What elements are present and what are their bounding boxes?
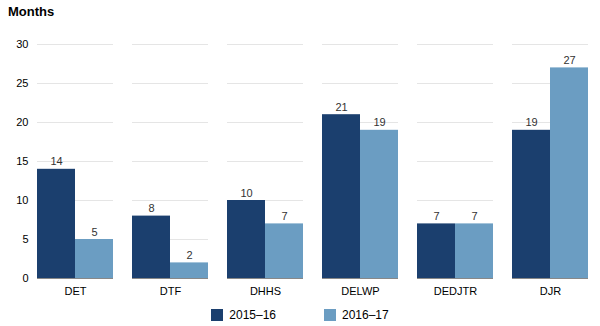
- svg-text:7: 7: [433, 210, 439, 222]
- svg-text:8: 8: [148, 202, 154, 214]
- svg-text:DEDJTR: DEDJTR: [434, 285, 477, 297]
- svg-text:DHHS: DHHS: [250, 285, 281, 297]
- svg-text:10: 10: [16, 194, 28, 206]
- html-text:2015–16: 2015–16: [229, 308, 276, 322]
- svg-text:5: 5: [22, 233, 28, 245]
- svg-text:19: 19: [373, 116, 385, 128]
- svg-text:DJR: DJR: [540, 285, 561, 297]
- svg-text:30: 30: [16, 38, 28, 50]
- svg-text:5: 5: [91, 226, 97, 238]
- svg-text:DET: DET: [65, 285, 87, 297]
- html-text:Months: Months: [8, 4, 55, 19]
- svg-text:25: 25: [16, 77, 28, 89]
- svg-text:0: 0: [22, 272, 28, 284]
- svg-text:21: 21: [335, 101, 347, 113]
- html-text:2016–17: 2016–17: [342, 308, 389, 322]
- svg-text:19: 19: [525, 116, 537, 128]
- svg-text:10: 10: [240, 187, 252, 199]
- svg-text:DELWP: DELWP: [341, 285, 379, 297]
- svg-text:DTF: DTF: [160, 285, 182, 297]
- svg-text:20: 20: [16, 116, 28, 128]
- svg-text:7: 7: [471, 210, 477, 222]
- svg-text:2: 2: [186, 249, 192, 261]
- svg-text:7: 7: [281, 210, 287, 222]
- svg-text:27: 27: [563, 54, 575, 66]
- svg-text:14: 14: [50, 155, 62, 167]
- svg-text:15: 15: [16, 155, 28, 167]
